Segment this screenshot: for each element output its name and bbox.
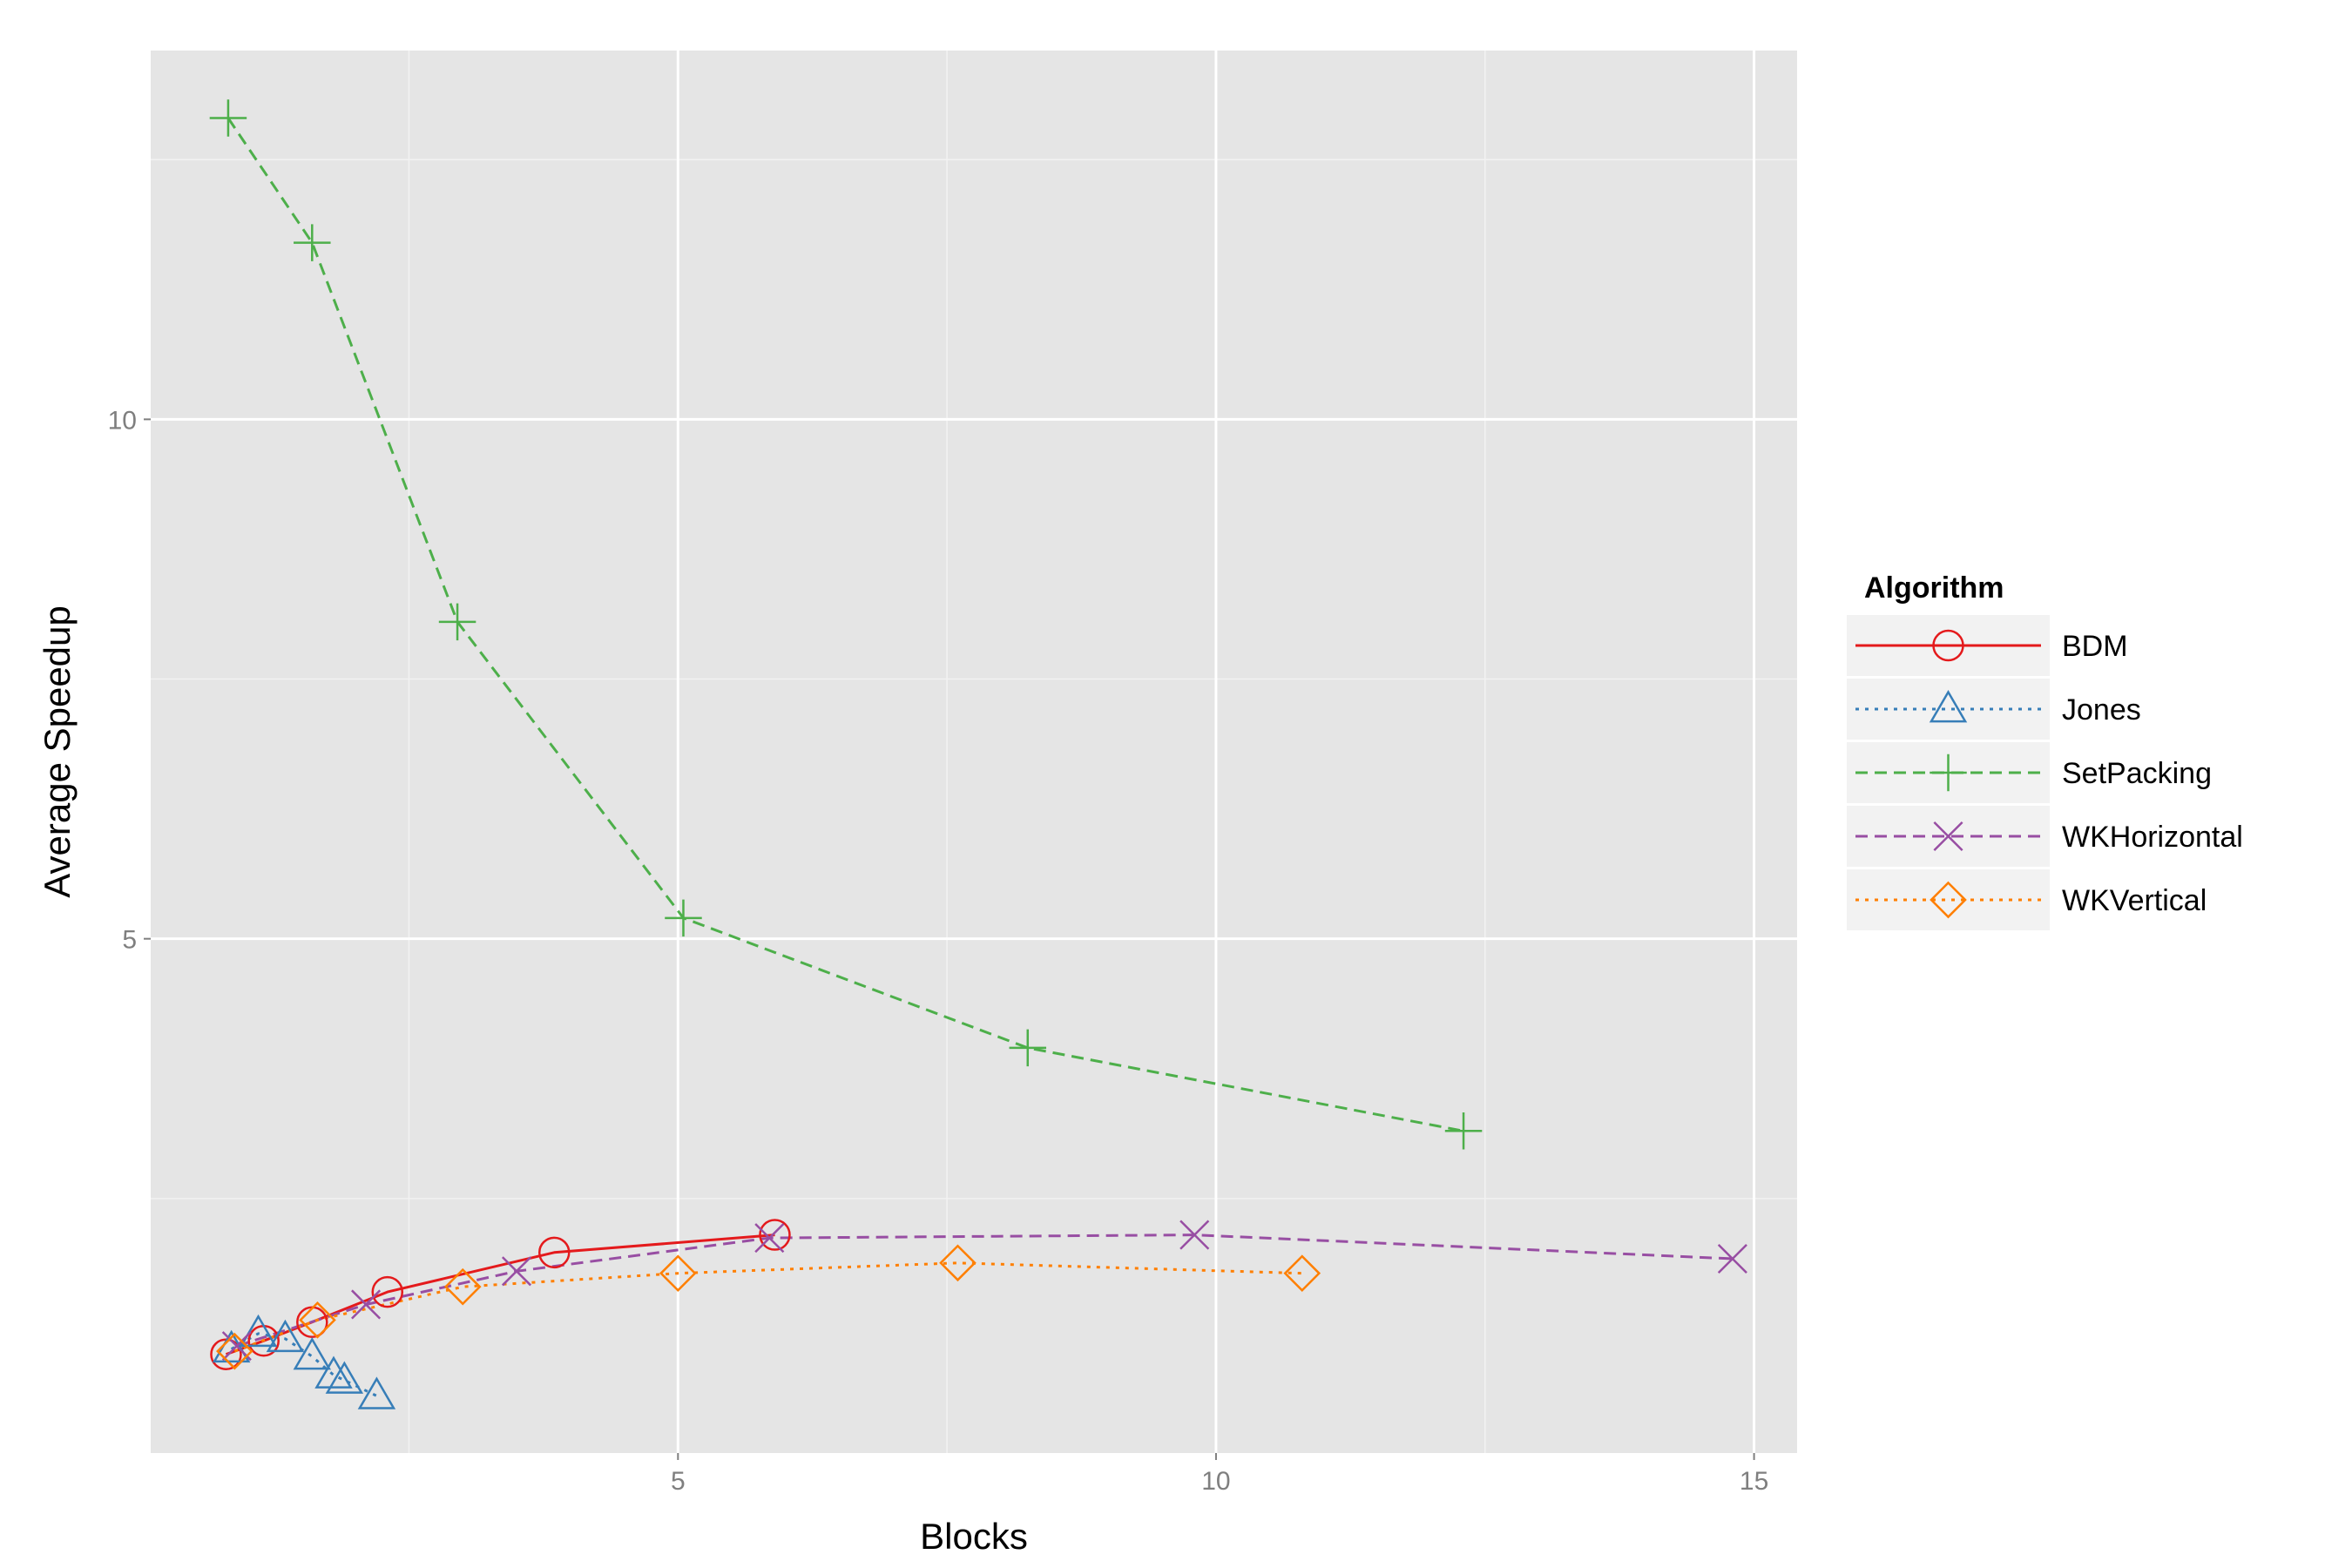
x-axis-title: Blocks [920,1516,1028,1557]
y-tick-label-0: 5 [122,926,137,955]
y-axis-title: Average Speedup [37,605,78,898]
point-wkvertical-3 [659,1254,697,1292]
point-jones-1 [239,1314,278,1348]
point-setpacking-1 [294,224,331,261]
point-wkvertical-1 [299,1301,336,1339]
legend-label-wkhorizontal: WKHorizontal [2062,821,2243,854]
point-wkhorizontal-3 [754,1223,785,1254]
legend-marker-bdm [1932,629,1964,662]
point-wkvertical-5 [1283,1254,1321,1292]
point-wkvertical-0 [216,1332,253,1370]
legend-key-bg-jones [1847,679,2050,740]
y-axis-ticks: 5 10 [108,406,151,955]
series-line-wkvertical [233,1261,1302,1353]
point-setpacking-0 [209,99,247,137]
legend-marker-wkvertical [1930,881,1967,919]
point-jones-5 [325,1361,364,1394]
point-jones-6 [357,1376,396,1409]
series-markers [209,99,1747,1409]
x-tick-label-1: 10 [1201,1467,1230,1496]
series-line-setpacking [226,117,1464,1132]
legend: Algorithm BDM Jones SetPacking WKHorizontal… [1847,571,2243,930]
legend-marker-setpacking [1930,754,1967,792]
legend-label-jones: Jones [2062,693,2141,727]
point-setpacking-2 [438,603,476,641]
x-tick-label-2: 15 [1740,1467,1768,1496]
series-line-bdm [225,1233,775,1356]
x-axis-ticks: 5 10 15 [671,1453,1768,1496]
point-wkvertical-2 [443,1267,482,1306]
point-wkvertical-4 [939,1244,977,1282]
legend-label-setpacking: SetPacking [2062,757,2212,790]
point-jones-4 [314,1355,353,1389]
point-wkhorizontal-1 [351,1289,382,1320]
legend-key-bg-wkvertical [1847,869,2050,930]
legend-label-bdm: BDM [2062,630,2128,663]
legend-title: Algorithm [1864,571,2004,605]
point-wkhorizontal-4 [1179,1220,1210,1250]
point-setpacking-4 [1009,1029,1047,1067]
point-wkhorizontal-2 [501,1256,532,1287]
plot-panel [151,51,1797,1453]
x-tick-label-0: 5 [671,1467,686,1496]
point-bdm-5 [759,1219,791,1251]
point-jones-3 [293,1337,332,1370]
y-tick-label-1: 10 [108,406,137,435]
legend-label-wkvertical: WKVertical [2062,884,2207,917]
point-wkhorizontal-5 [1717,1243,1747,1274]
series-lines [225,117,1733,1397]
legend-marker-jones [1929,689,1968,723]
point-bdm-3 [371,1275,404,1308]
legend-marker-wkhorizontal [1933,821,1963,852]
grid-minor [151,51,1797,1453]
point-jones-2 [266,1319,305,1353]
point-bdm-4 [537,1236,571,1269]
point-setpacking-3 [665,899,702,937]
series-line-wkhorizontal [236,1233,1733,1348]
point-setpacking-5 [1444,1112,1483,1150]
series-line-jones [230,1332,378,1397]
grid-major [151,51,1797,1453]
